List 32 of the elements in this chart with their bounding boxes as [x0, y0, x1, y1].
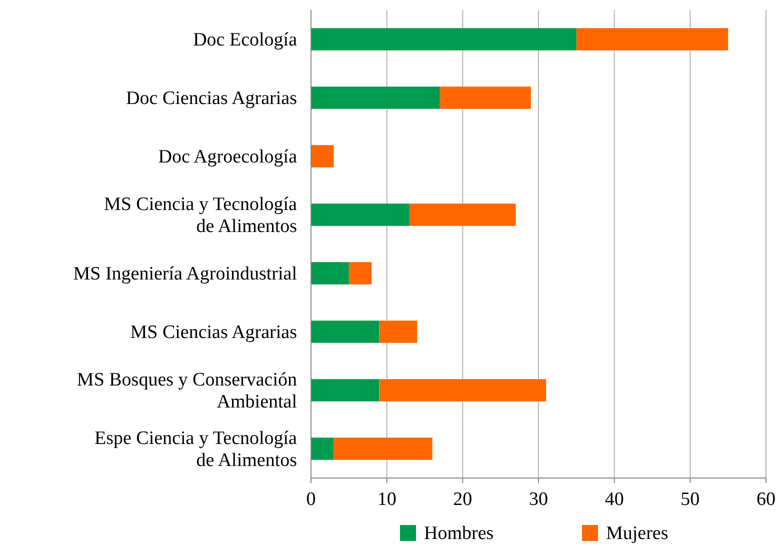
y-tick-label: Doc Ciencias Agrarias	[126, 88, 297, 109]
bar	[311, 204, 410, 226]
x-tick-label: 20	[453, 489, 472, 510]
x-tick-label: 40	[604, 489, 624, 510]
bar	[440, 86, 531, 109]
bar	[311, 379, 380, 402]
x-tick-label: 0	[306, 489, 316, 510]
y-tick-label: Espe Ciencia y Tecnología de Alimentos	[94, 428, 298, 471]
y-tick-label: Doc Ecología	[193, 29, 298, 50]
x-tick-label: 60	[756, 489, 776, 510]
bar	[311, 86, 440, 109]
y-tick-label: MS Ciencia y Tecnología de Alimentos	[104, 194, 298, 237]
y-tick-label: MS Ciencias Agrarias	[130, 322, 297, 343]
bar	[311, 320, 380, 343]
x-tick-label: 50	[680, 489, 700, 510]
bar	[576, 28, 728, 50]
bar	[311, 145, 334, 168]
y-tick-label: Doc Agroecología	[158, 146, 298, 168]
bar	[348, 262, 372, 284]
bar	[379, 320, 418, 343]
x-tick-label: 10	[377, 489, 396, 510]
bar	[334, 438, 432, 460]
bar	[379, 379, 546, 402]
bar	[311, 28, 576, 50]
y-tick-label: MS Ingeniería Agroindustrial	[73, 263, 297, 284]
bar	[410, 204, 516, 226]
legend-label: Hombres	[424, 523, 494, 544]
y-tick-label: MS Bosques y Conservación Ambiental	[76, 369, 298, 412]
bar	[311, 438, 334, 460]
x-tick-label: 30	[529, 489, 548, 510]
legend-label: Mujeres	[606, 523, 668, 544]
bar	[311, 262, 349, 284]
